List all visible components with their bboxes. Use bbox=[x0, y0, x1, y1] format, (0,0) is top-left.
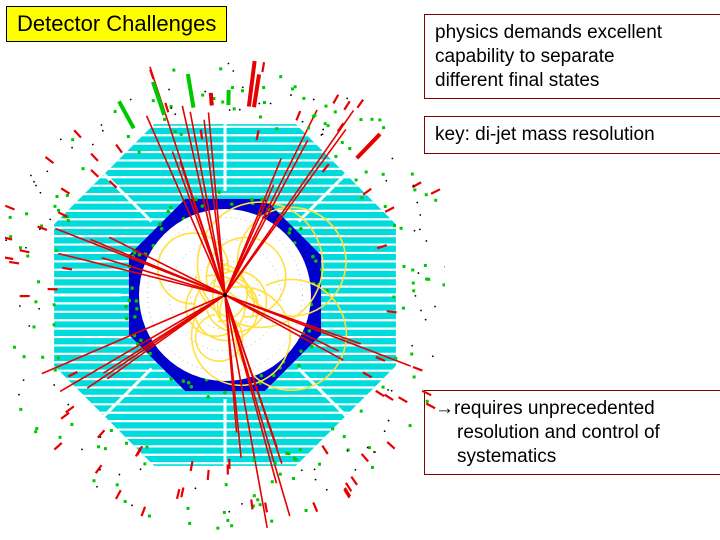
physics-text-box: physics demands excellentcapability to s… bbox=[424, 14, 720, 99]
requirements-text-box: →requires unprecedentedresolution and co… bbox=[424, 390, 720, 475]
detector-event-display bbox=[5, 15, 445, 535]
key-text-box: key: di-jet mass resolution bbox=[424, 116, 720, 154]
